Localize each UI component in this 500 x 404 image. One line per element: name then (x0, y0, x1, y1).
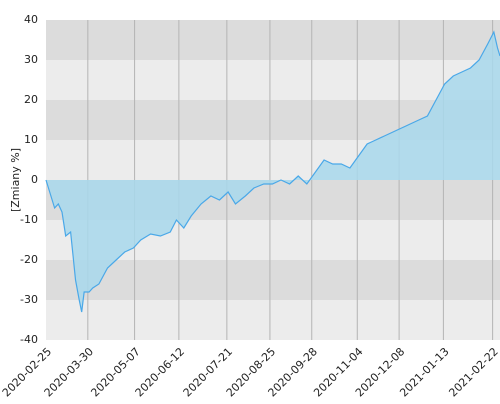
y-tick-label: -20 (20, 253, 38, 266)
grid-band (46, 60, 500, 100)
y-tick-label: -30 (20, 293, 38, 306)
y-tick-label: -10 (20, 213, 38, 226)
grid-band (46, 20, 500, 60)
y-tick-label: 0 (31, 173, 38, 186)
y-tick-label: 30 (24, 53, 38, 66)
area (46, 32, 500, 312)
y-tick-label: 10 (24, 133, 38, 146)
y-tick-label: 20 (24, 93, 38, 106)
x-tick-label: 2021-02-22 (446, 345, 500, 399)
y-axis-label: [Zmiany %] (9, 148, 22, 212)
grid-band (46, 300, 500, 340)
grid-band (46, 260, 500, 300)
y-tick-label: -40 (20, 333, 38, 346)
line (45, 30, 500, 313)
y-tick-label: 40 (24, 13, 38, 26)
